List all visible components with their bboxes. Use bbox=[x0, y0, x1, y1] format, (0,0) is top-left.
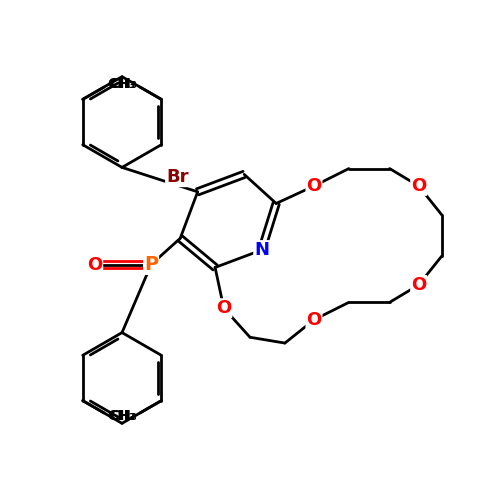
Text: O: O bbox=[306, 311, 322, 329]
Text: CH₃: CH₃ bbox=[107, 77, 135, 91]
Text: CH₃: CH₃ bbox=[107, 409, 135, 423]
Text: O: O bbox=[216, 299, 232, 317]
Text: O: O bbox=[411, 276, 426, 294]
Text: CH₃: CH₃ bbox=[110, 77, 137, 91]
Text: O: O bbox=[411, 177, 426, 195]
Text: O: O bbox=[87, 256, 102, 274]
Text: N: N bbox=[254, 241, 269, 259]
Text: Br: Br bbox=[166, 168, 188, 186]
Text: P: P bbox=[144, 255, 158, 274]
Text: O: O bbox=[306, 177, 322, 195]
Text: CH₃: CH₃ bbox=[110, 409, 137, 423]
